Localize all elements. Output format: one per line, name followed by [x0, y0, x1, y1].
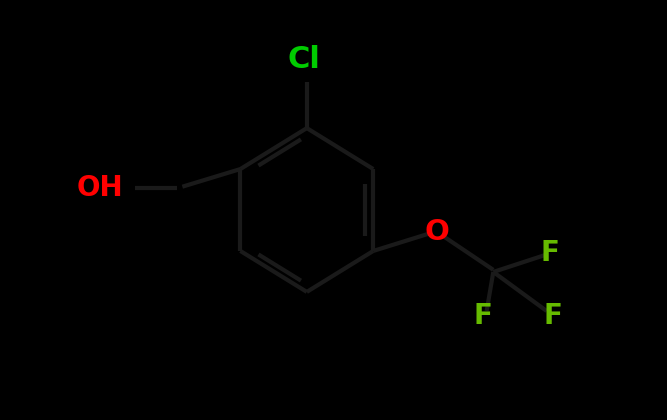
Text: F: F [540, 239, 560, 267]
Text: F: F [544, 302, 563, 330]
Text: F: F [474, 302, 493, 330]
Text: Cl: Cl [287, 45, 320, 74]
Text: OH: OH [77, 174, 123, 202]
Text: O: O [424, 218, 449, 246]
